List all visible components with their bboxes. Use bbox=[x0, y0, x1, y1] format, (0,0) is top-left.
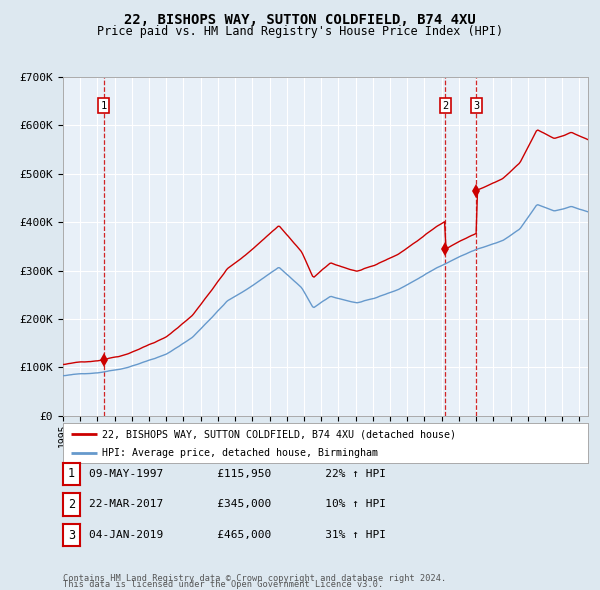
Text: 3: 3 bbox=[473, 100, 479, 110]
Text: 1: 1 bbox=[68, 467, 75, 480]
Text: HPI: Average price, detached house, Birmingham: HPI: Average price, detached house, Birm… bbox=[103, 448, 379, 458]
Text: This data is licensed under the Open Government Licence v3.0.: This data is licensed under the Open Gov… bbox=[63, 581, 383, 589]
Text: Contains HM Land Registry data © Crown copyright and database right 2024.: Contains HM Land Registry data © Crown c… bbox=[63, 574, 446, 583]
Text: Price paid vs. HM Land Registry's House Price Index (HPI): Price paid vs. HM Land Registry's House … bbox=[97, 25, 503, 38]
Text: 22-MAR-2017        £345,000        10% ↑ HPI: 22-MAR-2017 £345,000 10% ↑ HPI bbox=[89, 500, 386, 509]
Text: 22, BISHOPS WAY, SUTTON COLDFIELD, B74 4XU (detached house): 22, BISHOPS WAY, SUTTON COLDFIELD, B74 4… bbox=[103, 430, 457, 440]
Text: 2: 2 bbox=[442, 100, 449, 110]
Text: 3: 3 bbox=[68, 529, 75, 542]
Text: 1: 1 bbox=[100, 100, 107, 110]
Text: 09-MAY-1997        £115,950        22% ↑ HPI: 09-MAY-1997 £115,950 22% ↑ HPI bbox=[89, 469, 386, 478]
Text: 22, BISHOPS WAY, SUTTON COLDFIELD, B74 4XU: 22, BISHOPS WAY, SUTTON COLDFIELD, B74 4… bbox=[124, 13, 476, 27]
Text: 2: 2 bbox=[68, 498, 75, 511]
Text: 04-JAN-2019        £465,000        31% ↑ HPI: 04-JAN-2019 £465,000 31% ↑ HPI bbox=[89, 530, 386, 540]
